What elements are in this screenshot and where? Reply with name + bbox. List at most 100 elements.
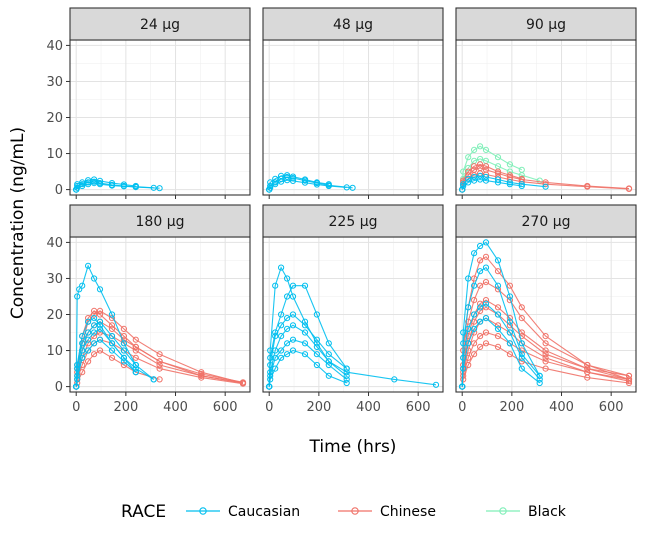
legend-key-point (499, 507, 507, 515)
data-point-chinese (542, 340, 549, 347)
x-axis-title: Time (hrs) (309, 437, 397, 457)
x-tick-label: 400 (163, 400, 188, 415)
data-point-caucasian (289, 293, 297, 300)
data-point-caucasian (120, 347, 128, 354)
data-point-caucasian (325, 361, 332, 369)
data-point-caucasian (518, 340, 525, 347)
data-point-chinese (108, 322, 116, 329)
data-point-chinese (85, 315, 92, 322)
legend-entry-black: Black (486, 504, 567, 520)
data-point-chinese (482, 279, 490, 286)
strip-background (69, 7, 251, 41)
data-point-chinese (542, 333, 549, 340)
data-point-caucasian (518, 181, 525, 188)
data-point-caucasian (494, 311, 502, 318)
data-point-chinese (198, 372, 205, 379)
data-point-chinese (96, 347, 104, 354)
strip-background (69, 204, 251, 238)
strip-label: 48 µg (333, 17, 373, 33)
data-point-chinese (477, 343, 484, 350)
data-point-caucasian (267, 376, 274, 383)
series-group (459, 239, 633, 390)
data-point-caucasian (465, 275, 472, 282)
data-point-chinese (198, 370, 205, 378)
data-point-caucasian (301, 282, 309, 289)
data-point-caucasian (471, 325, 478, 332)
data-point-chinese (494, 170, 502, 177)
data-point-caucasian (96, 177, 104, 184)
data-point-caucasian (460, 329, 467, 336)
data-point-chinese (108, 325, 116, 332)
data-point-caucasian (79, 282, 86, 289)
data-point-caucasian (108, 311, 116, 318)
strip-background (262, 204, 444, 238)
data-point-black (465, 164, 472, 172)
data-point-caucasian (477, 268, 484, 275)
data-point-caucasian (313, 311, 320, 318)
series-line-caucasian (461, 317, 541, 387)
series-group (73, 176, 163, 193)
data-point-caucasian (150, 376, 157, 383)
data-point-caucasian (267, 179, 274, 186)
x-tick-label: 400 (356, 400, 381, 415)
strip-background (455, 204, 637, 238)
legend-title: RACE (121, 502, 166, 522)
data-point-chinese (584, 361, 591, 369)
data-point-caucasian (272, 347, 279, 354)
data-point-chinese (494, 304, 502, 311)
data-point-caucasian (325, 372, 332, 379)
data-point-caucasian (301, 329, 309, 336)
series-line-caucasian (75, 328, 154, 387)
panel-5: 225 µg 0 200 400 600 (262, 204, 444, 415)
data-point-chinese (506, 282, 513, 289)
data-point-chinese (482, 340, 490, 347)
data-point-chinese (120, 361, 128, 369)
data-point-caucasian (272, 354, 279, 361)
data-point-chinese (625, 372, 633, 379)
series-line-black (461, 145, 523, 190)
data-point-chinese (584, 365, 591, 372)
data-point-chinese (542, 354, 549, 361)
data-point-chinese (198, 374, 205, 381)
data-point-caucasian (289, 336, 297, 343)
data-point-caucasian (465, 179, 472, 186)
legend-entries: Caucasian Chinese Black (186, 504, 567, 520)
data-point-chinese (482, 253, 490, 260)
data-point-chinese (506, 351, 513, 358)
x-tick-label: 0 (265, 400, 273, 415)
data-point-caucasian (343, 372, 350, 379)
legend-label: Chinese (380, 504, 436, 520)
data-point-chinese (156, 365, 163, 372)
data-point-caucasian (85, 347, 92, 354)
data-point-black (465, 154, 472, 161)
series-line-caucasian (268, 285, 348, 387)
data-point-chinese (518, 333, 525, 340)
data-point-caucasian (465, 325, 472, 332)
data-point-caucasian (313, 343, 320, 350)
series-line-caucasian (268, 266, 437, 387)
data-point-chinese (471, 163, 478, 170)
data-point-chinese (132, 347, 139, 354)
data-point-caucasian (91, 180, 98, 187)
data-point-chinese (471, 340, 478, 347)
data-point-chinese (91, 307, 98, 314)
data-point-caucasian (471, 282, 478, 289)
legend: RACE Caucasian Chinese Black (121, 502, 567, 522)
data-point-caucasian (120, 183, 128, 190)
data-point-caucasian (471, 311, 478, 318)
data-point-caucasian (459, 186, 466, 193)
y-tick-label: 20 (46, 111, 63, 126)
legend-entry-caucasian: Caucasian (186, 504, 300, 520)
data-point-chinese (79, 369, 86, 376)
strip-label: 90 µg (526, 17, 566, 33)
data-point-chinese (132, 336, 139, 343)
data-point-chinese (542, 347, 549, 354)
data-point-caucasian (74, 293, 81, 300)
data-point-caucasian (85, 177, 92, 184)
data-point-caucasian (465, 304, 472, 311)
x-tick-label: 200 (306, 400, 331, 415)
legend-label: Black (528, 504, 567, 520)
data-point-caucasian (482, 264, 490, 271)
